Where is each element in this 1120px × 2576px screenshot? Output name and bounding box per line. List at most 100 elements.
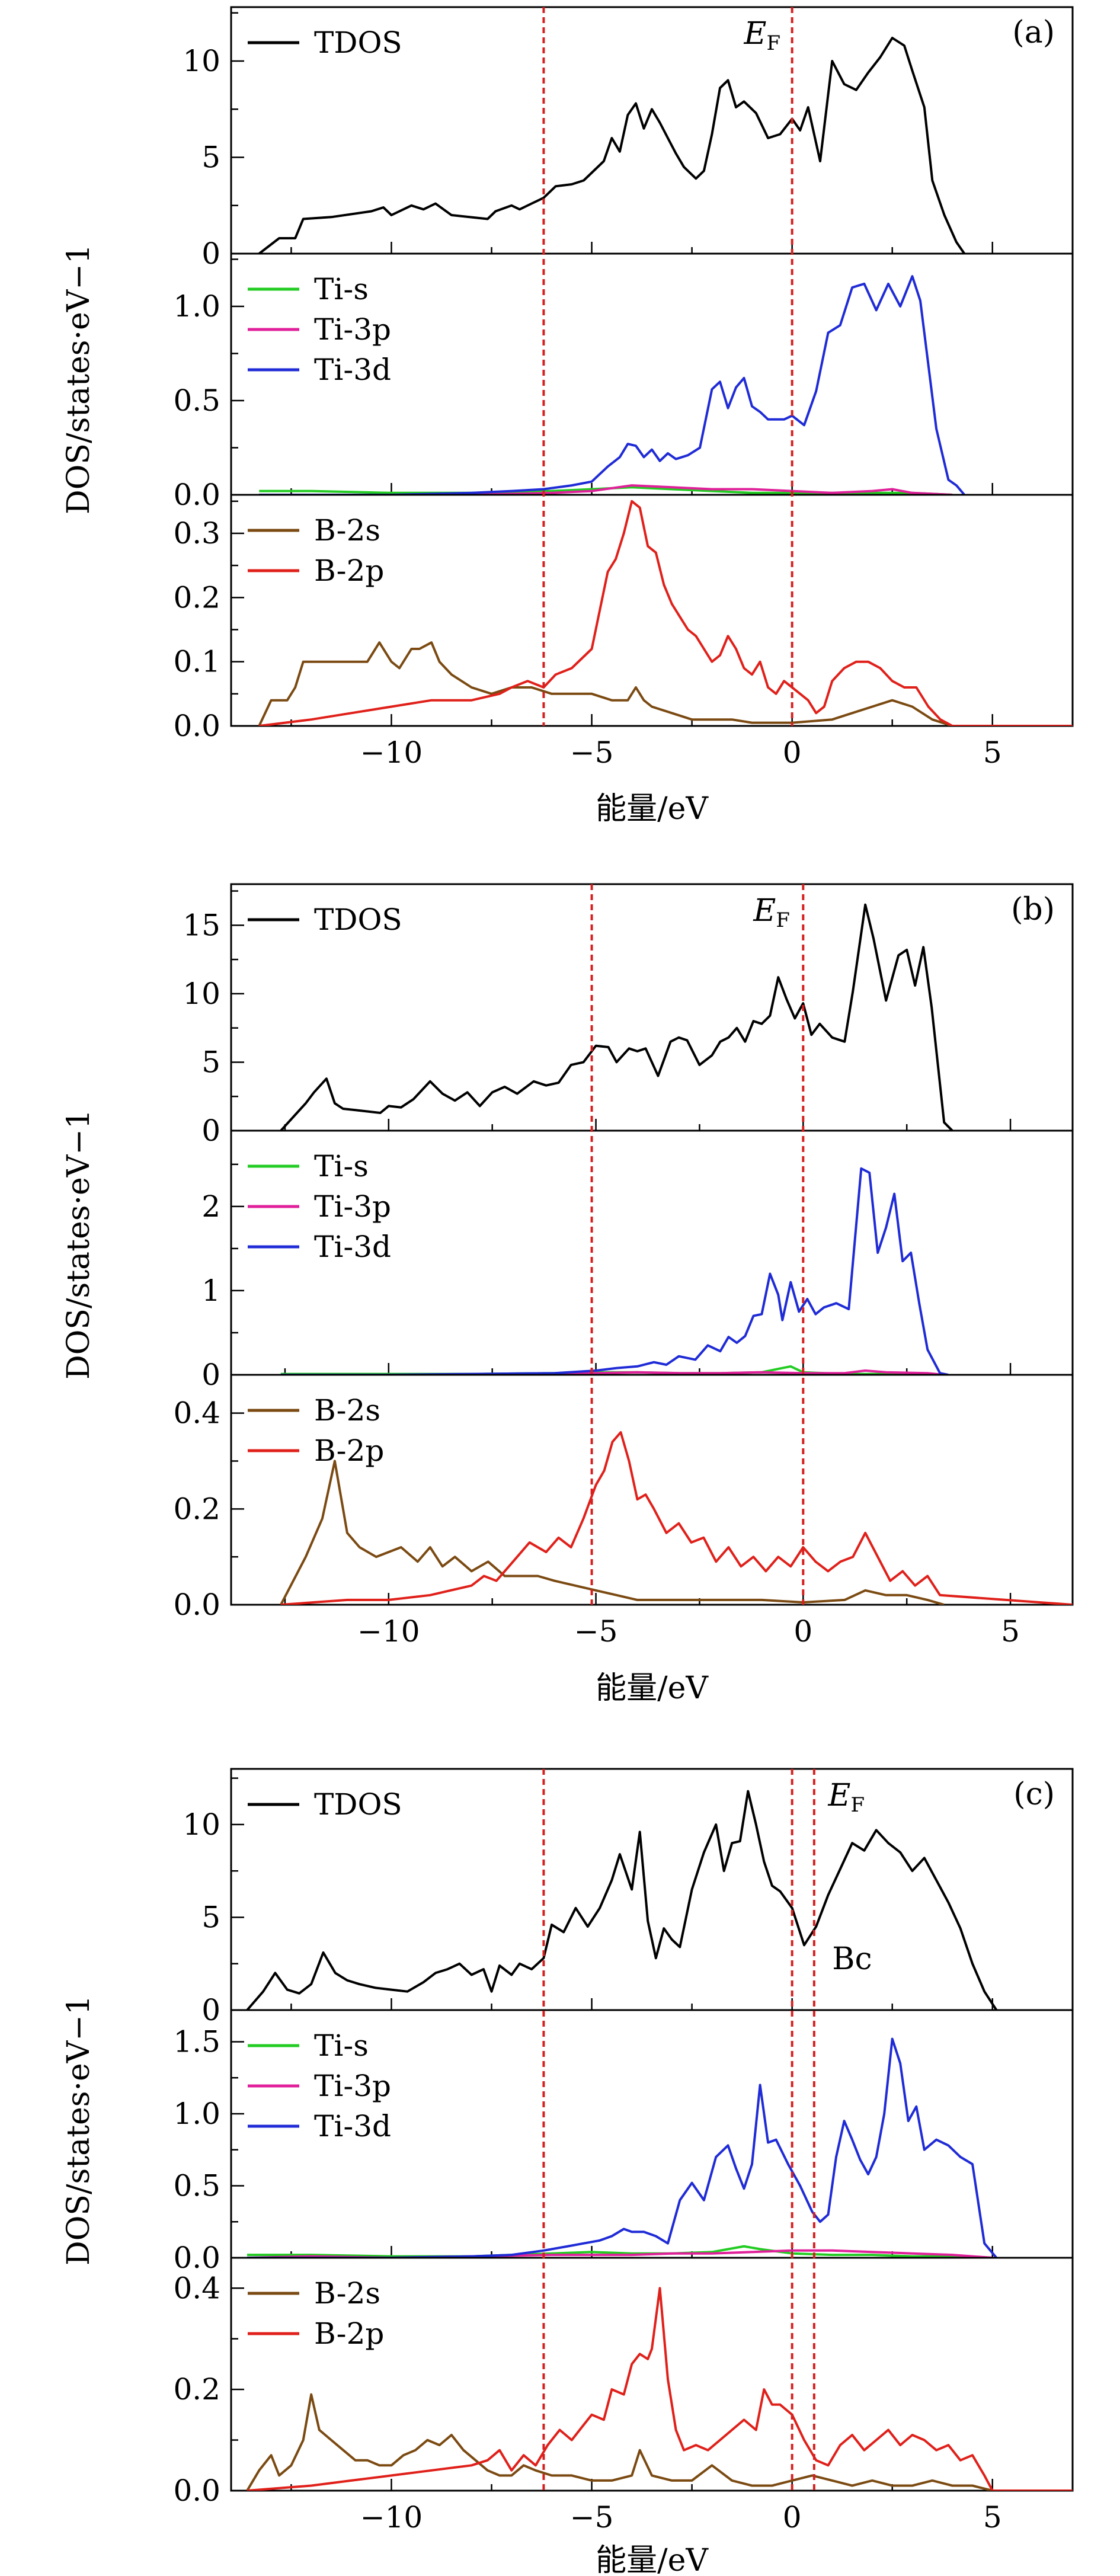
series-tdos xyxy=(280,903,953,1131)
series-ti-s xyxy=(259,486,953,495)
x-tick-label: 5 xyxy=(983,735,1002,770)
series-ti-3d xyxy=(259,275,965,495)
y-tick-label: 5 xyxy=(201,140,220,175)
panel-label: (a) xyxy=(1012,15,1055,50)
legend-label: TDOS xyxy=(314,903,402,937)
y-tick-label: 0 xyxy=(201,1358,220,1392)
legend-label: TDOS xyxy=(314,1787,402,1822)
subplot-a-2: 0.0 0.5 1.0 Ti-s Ti-3p Ti-3d xyxy=(173,252,1074,512)
y-tick-label: 10 xyxy=(183,44,220,78)
series-b-2s xyxy=(280,1460,945,1605)
legend-label: Ti-3d xyxy=(314,2109,391,2143)
y-axis-label: DOS/states·eV−1 xyxy=(61,1995,97,2265)
subplot-b-1: 0 5 10 15 TDOS EF (b) xyxy=(183,883,1074,1148)
y-tick-label: 0.5 xyxy=(173,383,220,418)
series-b-2p xyxy=(280,1431,1073,1605)
x-axis-label: 能量/eV xyxy=(596,2543,709,2576)
legend-label: Ti-3d xyxy=(314,1230,391,1264)
y-tick-label: 0.0 xyxy=(173,1588,220,1622)
panel-c: 0 5 10 TDOS EF Bc (c) 0.0 0.5 1.0 1.5 Ti-s Ti-3p Ti-3… xyxy=(61,1768,1074,2576)
legend-label: Ti-s xyxy=(314,2028,369,2063)
panel-label: (c) xyxy=(1013,1777,1055,1812)
y-tick-label: 1.5 xyxy=(173,2024,220,2059)
x-tick-label: −10 xyxy=(360,2500,423,2535)
fermi-level-label: EF xyxy=(744,16,781,55)
subplot-a-1: 0 5 10 TDOS EF (a) xyxy=(183,6,1074,271)
subplot-frame xyxy=(230,1374,1074,1606)
y-tick-label: 2 xyxy=(201,1189,220,1224)
subplot-c-3: 0.0 0.2 0.4 B-2s B-2p xyxy=(173,2257,1074,2508)
series-tdos xyxy=(246,1790,998,2010)
x-tick-label: −10 xyxy=(360,735,423,770)
series-b-2p xyxy=(247,2287,1073,2491)
x-tick-label: −5 xyxy=(570,735,614,770)
subplot-c-1: 0 5 10 TDOS EF Bc (c) xyxy=(183,1768,1074,2027)
fermi-level-label: EF xyxy=(828,1778,865,1817)
y-tick-label: 0.5 xyxy=(173,2168,220,2203)
y-tick-label: 5 xyxy=(201,1900,220,1934)
x-tick-label: 0 xyxy=(783,2500,802,2535)
legend-label: Ti-3d xyxy=(314,353,391,387)
series-tdos xyxy=(258,37,966,254)
legend-label: Ti-3p xyxy=(314,2069,391,2103)
y-tick-label: 10 xyxy=(183,1807,220,1842)
subplot-c-2: 0.0 0.5 1.0 1.5 Ti-s Ti-3p Ti-3d xyxy=(173,2009,1074,2275)
series-b-2s xyxy=(246,2393,993,2491)
y-tick-label: 1.0 xyxy=(173,289,220,324)
legend-label: B-2s xyxy=(314,1393,380,1428)
subplot-frame xyxy=(230,494,1074,727)
legend-label: TDOS xyxy=(314,25,402,60)
x-tick-label: 0 xyxy=(793,1614,812,1649)
y-tick-label: 0.2 xyxy=(173,1492,220,1526)
legend-label: Ti-s xyxy=(314,272,369,306)
panel-label: (b) xyxy=(1011,892,1055,927)
legend-label: Ti-3p xyxy=(314,312,391,347)
series-b-2s xyxy=(258,641,953,726)
series-ti-3d xyxy=(280,1167,949,1375)
y-tick-label: 0.4 xyxy=(173,1396,220,1431)
y-tick-label: 0 xyxy=(201,236,220,271)
y-tick-label: 10 xyxy=(183,977,220,1011)
subplot-b-2: 0 1 2 Ti-s Ti-3p Ti-3d xyxy=(201,1129,1074,1392)
x-tick-label: 0 xyxy=(783,735,802,770)
series-ti-3d xyxy=(247,2037,998,2258)
fermi-level-label: EF xyxy=(753,893,790,932)
y-axis-label: DOS/states·eV−1 xyxy=(61,1109,97,1380)
y-tick-label: 0 xyxy=(201,1993,220,2027)
annotation-label: Bc xyxy=(832,1941,872,1977)
y-tick-label: 0.2 xyxy=(173,580,220,615)
legend-label: B-2p xyxy=(314,1433,384,1468)
x-tick-label: −5 xyxy=(574,1614,618,1649)
y-tick-label: 1 xyxy=(201,1273,220,1308)
x-tick-label: 5 xyxy=(983,2500,1002,2535)
y-tick-label: 0.0 xyxy=(173,2241,220,2275)
x-tick-label: −10 xyxy=(357,1614,420,1649)
y-tick-label: 0.2 xyxy=(173,2372,220,2407)
subplot-frame xyxy=(230,2257,1074,2492)
legend-label: Ti-s xyxy=(314,1149,369,1183)
x-tick-label: −5 xyxy=(570,2500,614,2535)
legend-label: B-2s xyxy=(314,2276,380,2311)
y-tick-label: 0.0 xyxy=(173,478,220,512)
y-tick-label: 0.0 xyxy=(173,2473,220,2508)
x-axis-label: 能量/eV xyxy=(596,1671,709,1706)
y-axis-label: DOS/states·eV−1 xyxy=(61,244,97,514)
legend-label: B-2p xyxy=(314,2316,384,2351)
x-axis-label: 能量/eV xyxy=(596,791,709,827)
subplot-a-3: 0.0 0.1 0.2 0.3 B-2s B-2p xyxy=(173,494,1074,743)
x-tick-label: 5 xyxy=(1001,1614,1020,1649)
y-tick-label: 15 xyxy=(183,908,220,942)
subplot-b-3: 0.0 0.2 0.4 B-2s B-2p xyxy=(173,1374,1074,1622)
series-b-2p xyxy=(259,500,1073,726)
legend-label: B-2s xyxy=(314,513,380,548)
y-tick-label: 0.0 xyxy=(173,709,220,743)
legend-label: Ti-3p xyxy=(314,1189,391,1224)
y-tick-label: 0.4 xyxy=(173,2271,220,2305)
y-tick-label: 0.1 xyxy=(173,645,220,679)
y-tick-label: 5 xyxy=(201,1045,220,1079)
y-tick-label: 0 xyxy=(201,1113,220,1148)
legend-label: B-2p xyxy=(314,553,384,588)
